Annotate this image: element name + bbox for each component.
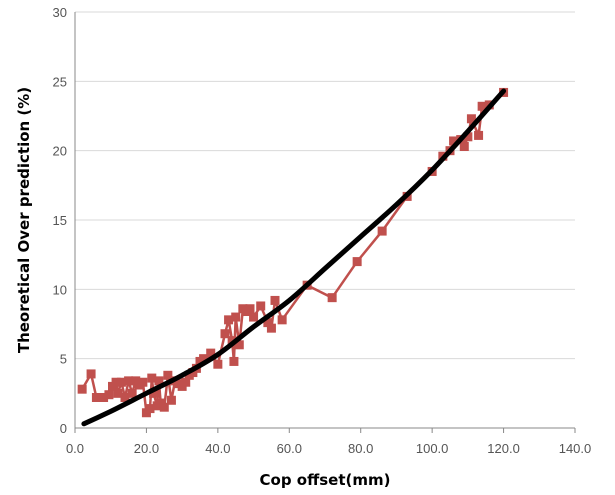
data-point-marker (466, 114, 476, 124)
y-tick-label: 20 (53, 144, 67, 159)
data-point-marker (199, 354, 209, 364)
data-point-marker (352, 257, 362, 267)
data-point-marker (163, 370, 173, 380)
y-tick-label: 5 (60, 352, 67, 367)
data-point-marker (231, 312, 241, 322)
y-tick-label: 10 (53, 282, 67, 297)
data-point-marker (166, 395, 176, 405)
x-tick-label: 0.0 (66, 441, 84, 456)
data-point-marker (181, 377, 191, 387)
data-point-marker (111, 377, 121, 387)
x-tick-labels: 0.0 20.0 40.0 60.0 80.0 100.0 120.0 140.0 (66, 441, 591, 456)
data-point-marker (213, 359, 223, 369)
y-tick-label: 25 (53, 74, 67, 89)
data-point-marker (224, 315, 234, 325)
x-tick-label: 40.0 (205, 441, 230, 456)
data-point-marker (266, 323, 276, 333)
data-point-marker (245, 304, 255, 314)
data-point-marker (91, 392, 101, 402)
data-point-marker (377, 226, 387, 236)
data-point-marker (77, 384, 87, 394)
y-tick-label: 15 (53, 213, 67, 228)
y-tick-labels: 0 5 10 15 20 25 30 (53, 5, 67, 436)
data-point-marker (256, 301, 266, 311)
gridlines (75, 11, 575, 429)
data-point-marker (124, 376, 134, 386)
data-point-marker (220, 329, 230, 339)
data-point-marker (227, 336, 237, 346)
x-tick-label: 140.0 (559, 441, 592, 456)
data-point-marker (127, 388, 137, 398)
data-point-marker (145, 404, 155, 414)
x-tick-label: 120.0 (487, 441, 520, 456)
data-point-marker (120, 392, 130, 402)
data-point-marker (229, 356, 239, 366)
data-point-marker (327, 293, 337, 303)
x-tick-label: 80.0 (348, 441, 373, 456)
x-tick-label: 20.0 (134, 441, 159, 456)
trend-curve (81, 88, 507, 427)
y-tick-label: 0 (60, 421, 67, 436)
data-point-marker (99, 392, 109, 402)
data-point-marker (104, 390, 114, 400)
data-point-marker (474, 130, 484, 140)
observed-series (77, 87, 509, 418)
observed-series-line (81, 91, 505, 414)
data-point-marker (249, 312, 259, 322)
data-point-marker (154, 376, 164, 386)
data-point-marker (86, 369, 96, 379)
data-point-marker (138, 377, 148, 387)
y-tick-label: 30 (53, 5, 67, 20)
x-tick-label: 60.0 (277, 441, 302, 456)
x-axis-title: Cop offset(mm) (260, 471, 391, 489)
data-point-marker (270, 295, 280, 305)
data-point-marker (449, 136, 459, 146)
data-point-marker (459, 142, 469, 152)
data-point-marker (113, 388, 123, 398)
data-point-marker (159, 402, 169, 412)
y-axis-title: Theoretical Over prediction (%) (15, 87, 33, 353)
x-tick-label: 100.0 (416, 441, 449, 456)
data-point-marker (463, 132, 473, 142)
data-point-marker (116, 377, 126, 387)
data-point-marker (206, 348, 216, 358)
data-point-marker (149, 388, 159, 398)
trend-series (81, 88, 507, 427)
series-layer (77, 87, 509, 427)
data-point-marker (277, 315, 287, 325)
axes (74, 12, 576, 433)
data-point-marker (234, 340, 244, 350)
data-point-marker (147, 373, 157, 383)
data-point-marker (263, 318, 273, 328)
data-point-marker (477, 101, 487, 111)
